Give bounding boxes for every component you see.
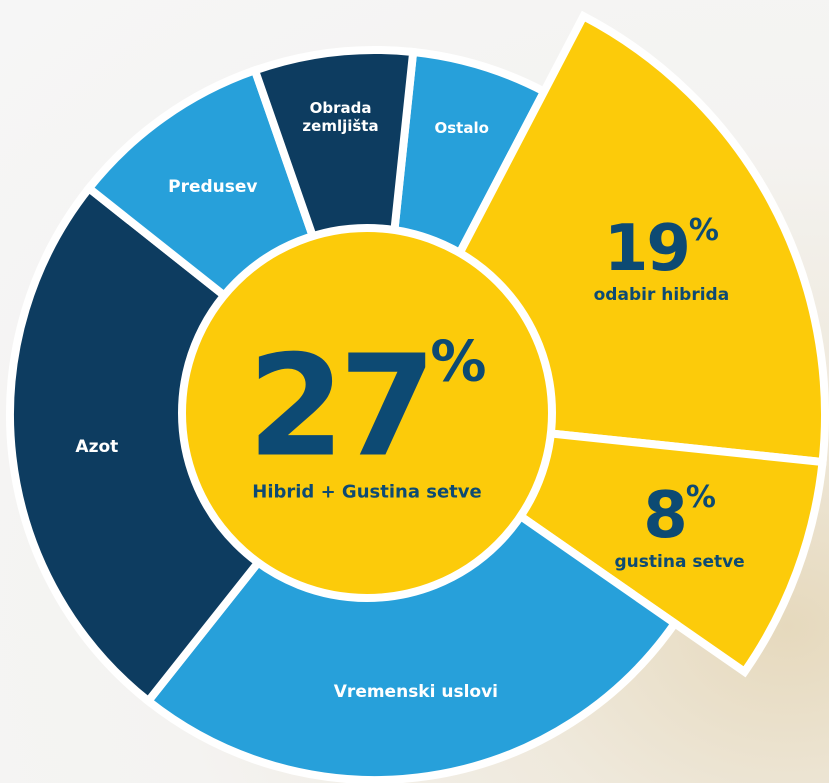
center-callout: 27% Hibrid + Gustina setve bbox=[248, 330, 487, 503]
center-label: Hibrid + Gustina setve bbox=[252, 481, 482, 503]
slice-unit: % bbox=[688, 213, 719, 249]
slice-label: Vremenski uslovi bbox=[333, 681, 499, 702]
slice-callout: 19% odabir hibrida bbox=[593, 213, 730, 306]
slice-label: gustina setve bbox=[614, 552, 745, 573]
slice-value: 8 bbox=[643, 479, 688, 554]
slice-label: Predusev bbox=[168, 176, 258, 197]
slice-label: odabir hibrida bbox=[593, 285, 730, 306]
center-unit: % bbox=[430, 329, 487, 395]
center-circle bbox=[178, 224, 556, 602]
pie-slice bbox=[142, 409, 681, 783]
slice-value: 19 bbox=[603, 212, 691, 287]
center-value: 27 bbox=[247, 325, 437, 489]
slice-label: Azot bbox=[75, 436, 119, 457]
slice-label: Ostalo bbox=[434, 118, 489, 137]
slice-label: Obrada zemljišta bbox=[302, 98, 379, 135]
slice-callout: 8% gustina setve bbox=[614, 480, 745, 573]
slice-unit: % bbox=[685, 480, 716, 516]
